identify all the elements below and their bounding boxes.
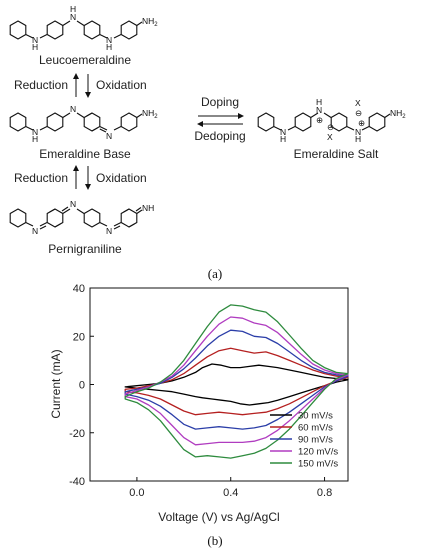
atom-nh2: NH2 <box>142 16 158 28</box>
x-tick-label: 0.0 <box>129 487 144 499</box>
atom-n: N <box>70 199 76 209</box>
caption-a: (a) <box>208 266 222 281</box>
series-group <box>124 304 349 459</box>
label-emeraldine-base: Emeraldine Base <box>39 147 131 161</box>
plus-charge-icon: ⊕ <box>358 118 365 128</box>
atom-n: N <box>32 226 38 236</box>
atom-nh-end: NH <box>142 203 154 213</box>
atom-h: H <box>316 97 322 107</box>
series-line-0 <box>124 363 349 406</box>
plus-charge-icon: ⊕ <box>316 115 323 125</box>
label-dedoping: Dedoping <box>194 129 245 143</box>
y-tick-label: -20 <box>69 428 85 440</box>
atom-h: H <box>32 42 38 52</box>
atom-x: X <box>327 132 333 142</box>
series-line-2 <box>124 329 349 430</box>
x-tick-label: 0.8 <box>317 487 332 499</box>
atom-x: X <box>355 98 361 108</box>
atom-h: H <box>355 134 361 144</box>
atom-h: H <box>70 4 76 14</box>
label-doping: Doping <box>201 95 239 109</box>
atom-nh: N <box>32 127 38 137</box>
atom-nh2: NH2 <box>142 108 158 120</box>
emeraldine-salt-structure: N H H N ⊕ ⊖ X X ⊖ ⊕ N H NH2 <box>257 97 406 144</box>
x-tick-label: 0.4 <box>223 487 238 499</box>
caption-b: (b) <box>207 533 222 548</box>
atom-n: N <box>316 105 322 115</box>
y-tick-label: 0 <box>79 380 85 392</box>
x-axis: 0.0 0.4 0.8 <box>129 477 332 499</box>
atom-nh: N <box>355 127 361 137</box>
minus-charge-icon: ⊖ <box>327 122 334 132</box>
label-oxidation-bottom: Oxidation <box>96 171 147 185</box>
y-tick-label: -40 <box>69 476 85 488</box>
minus-charge-icon: ⊖ <box>355 108 362 118</box>
atom-h: H <box>106 42 112 52</box>
label-reduction-top: Reduction <box>14 78 68 92</box>
x-axis-label: Voltage (V) vs Ag/AgCl <box>158 510 279 524</box>
legend-entry: 60 mV/s <box>298 423 333 434</box>
legend-entry: 30 mV/s <box>298 411 333 422</box>
y-axis: -40 -20 0 20 40 <box>69 283 94 488</box>
y-tick-label: 40 <box>73 283 85 295</box>
atom-h: H <box>32 134 38 144</box>
atom-nh: N <box>280 127 286 137</box>
pernigraniline-structure: N N N NH <box>9 199 154 236</box>
legend-entry: 90 mV/s <box>298 435 333 446</box>
label-oxidation-top: Oxidation <box>96 78 147 92</box>
cv-chart: -40 -20 0 20 40 0.0 0.4 0.8 Current (mA) Volta… <box>49 283 349 548</box>
series-line-3 <box>124 316 349 446</box>
label-pernigraniline: Pernigraniline <box>48 242 122 256</box>
atom-nh: N <box>70 12 76 22</box>
emeraldine-base-structure: N H N N NH2 <box>9 104 158 144</box>
y-tick-label: 20 <box>73 331 85 343</box>
atom-n: N <box>70 104 76 114</box>
label-leucoemeraldine: Leucoemeraldine <box>39 53 131 67</box>
legend-entry: 120 mV/s <box>298 447 338 458</box>
atom-nh: N <box>32 35 38 45</box>
atom-nh2: NH2 <box>390 108 406 120</box>
series-line-4 <box>124 304 349 459</box>
leucoemeraldine-structure: N H H N N H NH2 <box>9 4 158 52</box>
atom-n: N <box>106 131 112 141</box>
reaction-scheme: N H H N N H NH2 Leucoemeraldine Reductio… <box>9 4 406 281</box>
label-reduction-bottom: Reduction <box>14 171 68 185</box>
atom-n: N <box>106 226 112 236</box>
y-axis-label: Current (mA) <box>49 349 63 418</box>
label-emeraldine-salt: Emeraldine Salt <box>294 147 379 161</box>
legend-entry: 150 mV/s <box>298 459 338 470</box>
atom-nh: N <box>106 35 112 45</box>
atom-h: H <box>280 134 286 144</box>
